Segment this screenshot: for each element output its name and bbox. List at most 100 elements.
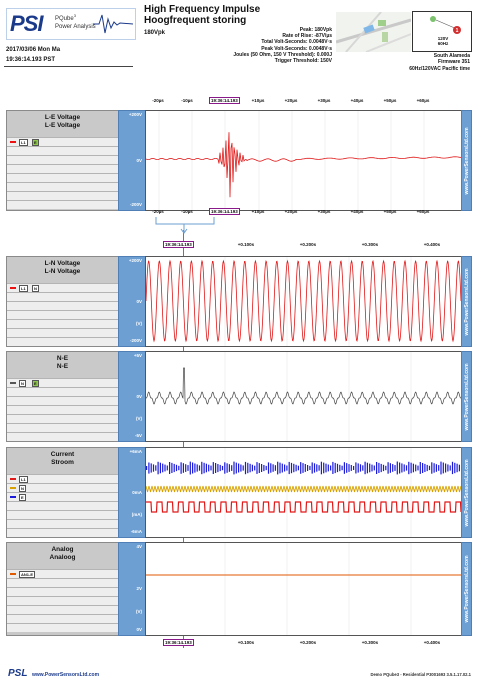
y-axis-label: 0V (136, 393, 142, 399)
current-e-mark (242, 465, 244, 471)
axis-tick-label: +0.200s (299, 242, 317, 247)
ne-voltage-trace (145, 367, 462, 405)
channel-chip[interactable]: N (19, 380, 26, 387)
current-e-mark (295, 464, 297, 472)
channel-swatch (10, 573, 16, 575)
current-e-mark (265, 465, 267, 471)
channel-row (7, 396, 118, 405)
current-e-mark (426, 464, 428, 472)
y-axis-label: +5V (133, 353, 142, 358)
channel-row (7, 337, 118, 346)
channel-row (7, 519, 118, 528)
current-e-mark (399, 462, 401, 474)
current-e-mark (311, 462, 313, 474)
current-e-mark (288, 461, 290, 475)
current-e-mark (286, 465, 288, 471)
current-e-mark (336, 463, 339, 473)
badge-voltage: 120V (437, 36, 449, 41)
channel-chip[interactable]: E (32, 380, 39, 387)
current-e-mark (422, 463, 424, 473)
channel-row: L1 (7, 474, 118, 483)
current-e-mark (405, 465, 408, 471)
current-e-mark (274, 465, 276, 471)
y-axis-label: 0V (136, 627, 142, 632)
current-e-mark (171, 462, 173, 473)
current-e-mark (261, 464, 263, 472)
current-e-mark (341, 465, 343, 471)
current-e-mark (256, 462, 258, 474)
channel-chip[interactable]: AN1-E (19, 571, 36, 578)
axis-tick-label: +40µs (350, 209, 364, 214)
axis-tick-label: +0.300s (361, 640, 379, 645)
y-axis-label: (mA) (131, 512, 142, 518)
footer-url[interactable]: www.PowerSensorsLtd.com (32, 672, 100, 678)
ln-yaxis: +200V 0V (V) -200V (118, 256, 146, 347)
axis-tick-label: +30µs (317, 98, 331, 103)
channel-swatch (10, 382, 16, 384)
channel-row (7, 191, 118, 200)
axis-tick-label: +20µs (284, 98, 298, 103)
axis-tick-label: +0.400s (423, 242, 441, 247)
channel-chip[interactable]: N (19, 485, 26, 492)
current-e-mark (376, 462, 378, 474)
current-e-mark (251, 464, 253, 472)
current-e-mark (290, 462, 293, 474)
channel-swatch (10, 487, 16, 489)
current-e-mark (343, 462, 345, 474)
event-timestamp-marker: 19:36:14.193 (163, 241, 194, 248)
current-e-mark (366, 462, 368, 474)
logo-text: PSI (10, 11, 43, 36)
channel-row: E (7, 492, 118, 501)
channel-row (7, 414, 118, 423)
footer-logo: PSL (8, 668, 28, 679)
y-axis-label: +200V (128, 112, 142, 117)
channel-row (7, 319, 118, 328)
mid-time-axis: -20µs -10µs +10µs +20µs +30µs +40µs +50µs +60µs… (145, 207, 469, 220)
current-e-mark (281, 463, 283, 473)
axis-tick-label: +0.100s (237, 242, 255, 247)
channel-row (7, 623, 118, 632)
analog-plot (145, 542, 462, 636)
current-n-trace (145, 485, 462, 493)
channel-chip[interactable]: N (32, 285, 39, 292)
current-e-mark (408, 461, 410, 475)
current-e-mark (403, 464, 405, 472)
current-e-mark (187, 465, 189, 471)
le-title: L-E Voltage L-E Voltage (7, 111, 118, 137)
current-e-mark (240, 464, 242, 472)
channel-chip[interactable]: E (32, 139, 39, 146)
current-e-mark (417, 465, 419, 471)
current-e-mark (458, 464, 460, 472)
product-name: PQube3 Power Analysis (55, 13, 96, 30)
current-e-mark (293, 463, 295, 473)
current-e-mark (254, 465, 256, 471)
channel-chip[interactable]: L1 (19, 476, 28, 483)
current-e-mark (270, 463, 272, 473)
channel-chip[interactable]: L1 (19, 139, 28, 146)
current-e-mark (373, 465, 375, 471)
axis-tick-label: +20µs (284, 209, 298, 214)
current-label-panel: Current Stroom L1 N E (6, 447, 119, 538)
channel-row (7, 423, 118, 432)
axis-tick-label: +0.300s (361, 242, 379, 247)
y-axis-label: -5V (134, 433, 142, 438)
channel-row: N (7, 483, 118, 492)
event-timestamp-marker: 19:36:14.193 (163, 639, 194, 646)
event-title: High Frequency Impulse Hoogfrequent stor… (144, 4, 261, 26)
current-e-mark (346, 463, 348, 473)
current-yaxis: +6mA 0mA (mA) -6mA (118, 447, 146, 538)
current-e-mark (300, 462, 302, 474)
current-e-mark (226, 463, 228, 473)
current-e-mark (392, 464, 394, 472)
channel-row: AN1-E (7, 569, 118, 578)
current-e-mark (150, 463, 152, 473)
current-e-mark (325, 463, 327, 473)
svg-text:1: 1 (456, 28, 459, 34)
event-timestamp-marker: 19:36:14.193 (209, 97, 240, 104)
current-e-mark (178, 465, 180, 471)
current-e-mark (205, 463, 207, 473)
current-e-mark (166, 465, 168, 471)
channel-chip[interactable]: L1 (19, 285, 28, 292)
channel-chip[interactable]: E (19, 494, 26, 501)
current-e-mark (169, 462, 171, 474)
